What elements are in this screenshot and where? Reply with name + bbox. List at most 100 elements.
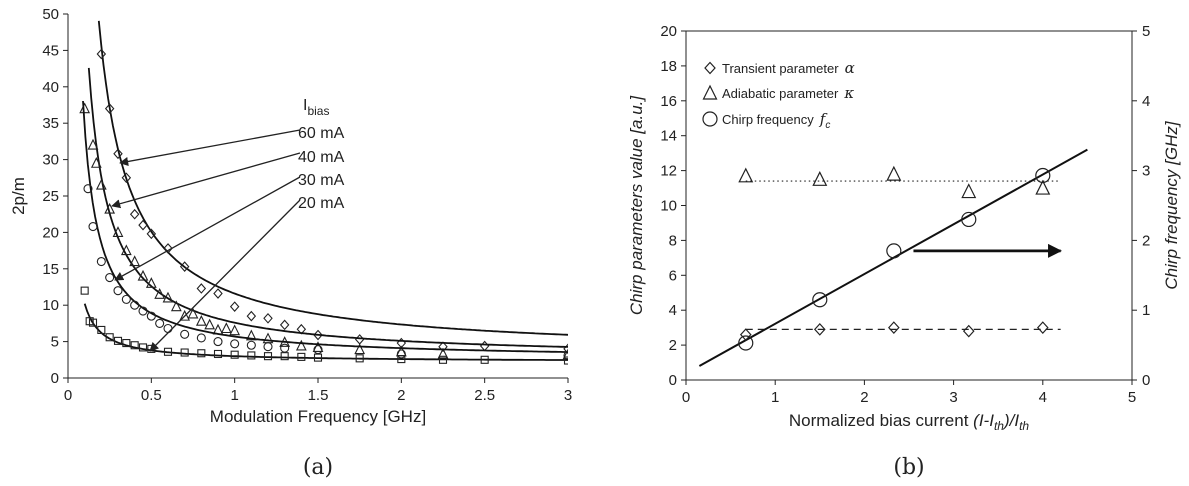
caption-a: (a): [303, 455, 333, 480]
legend-symbol-sub: c: [825, 120, 830, 131]
data-point-a: [563, 356, 568, 365]
y-tick-label-b: 10: [660, 198, 677, 215]
y-tick-label-a: 10: [42, 297, 59, 314]
y-tick-label-b: 12: [660, 163, 677, 180]
bias-arrow: [119, 129, 301, 166]
legend-symbol: κ: [843, 84, 854, 102]
data-point-a: [295, 339, 307, 351]
legend-label: Chirp frequency: [722, 112, 814, 127]
data-point-a: [137, 269, 149, 281]
x-tick-label-b: 0: [682, 389, 690, 406]
fit-curve-a: [87, 67, 568, 348]
y-tick-label-b: 20: [660, 23, 677, 40]
legend-entry: Transient parameter α: [722, 59, 855, 77]
data-point-a: [112, 226, 124, 237]
y-tick-label-b: 8: [669, 232, 677, 249]
data-point-a: [162, 291, 174, 303]
data-point-a: [437, 347, 449, 359]
data-point-a: [146, 311, 156, 321]
data-point-a: [562, 348, 568, 360]
x-axis-label-main: Normalized bias current: [789, 411, 973, 430]
data-point-a: [104, 103, 115, 114]
y2-tick-label-b: 5: [1142, 23, 1150, 40]
data-point-a: [230, 339, 240, 349]
data-point-triangle: [738, 167, 754, 183]
data-point-a: [229, 301, 240, 312]
data-point-a: [263, 342, 273, 352]
x-tick-label-a: 3: [564, 387, 572, 404]
caption-b: (b): [893, 455, 924, 480]
data-point-a: [96, 48, 107, 60]
bias-arrow: [149, 199, 301, 352]
data-point-a: [313, 353, 323, 362]
data-point-a: [95, 178, 107, 190]
data-point-a: [179, 261, 190, 272]
data-point-a: [130, 300, 140, 310]
data-point-a: [83, 184, 93, 194]
data-point-a: [80, 286, 89, 295]
data-point-a: [213, 337, 223, 347]
data-point-a: [230, 350, 239, 359]
x-axis-label-sub: th: [994, 419, 1004, 433]
data-point-a: [247, 351, 256, 360]
data-point-a: [355, 354, 364, 363]
data-point-a: [121, 294, 131, 304]
data-point-a: [246, 340, 256, 350]
data-point-a: [280, 352, 289, 361]
legend-entry: Adiabatic parameter κ: [722, 84, 854, 102]
data-point-a: [170, 300, 182, 312]
y-tick-label-a: 25: [42, 188, 59, 205]
x-tick-label-b: 3: [949, 389, 957, 406]
data-point-a: [138, 219, 148, 231]
data-point-a: [105, 272, 115, 283]
x-axis-label-a: Modulation Frequency [GHz]: [210, 407, 426, 426]
x-tick-label-a: 0.5: [141, 387, 162, 404]
data-point-circle: [812, 292, 828, 308]
legend-marker: [704, 61, 716, 75]
legend-marker: [702, 111, 718, 127]
data-point-a: [105, 333, 114, 342]
data-point-a: [113, 336, 123, 345]
data-point-a: [180, 348, 189, 357]
data-point-a: [354, 343, 366, 355]
x-tick-label-a: 1: [230, 387, 238, 404]
y-tick-label-a: 0: [51, 370, 59, 387]
x-axis-label-formula: (I-I: [973, 411, 994, 430]
data-point-triangle: [1035, 179, 1051, 195]
data-point-a: [195, 314, 207, 326]
data-point-a: [213, 349, 223, 359]
plot-frame-b: [685, 30, 1133, 381]
fit-curve-a: [83, 303, 568, 361]
x-axis-label-mid: )/I: [1002, 411, 1019, 430]
data-point-circle: [1035, 167, 1051, 184]
legend-symbol: f: [819, 110, 828, 128]
y2-tick-label-b: 0: [1142, 372, 1150, 389]
data-point-a: [229, 324, 241, 336]
data-point-a: [154, 288, 166, 299]
x-tick-label-a: 2.5: [474, 387, 495, 404]
data-point-a: [246, 310, 257, 322]
data-point-a: [480, 355, 489, 364]
data-point-a: [438, 341, 448, 353]
y-tick-label-b: 2: [669, 337, 677, 354]
y-tick-label-b: 6: [669, 267, 677, 284]
data-point-a: [196, 283, 207, 294]
data-point-a: [146, 228, 157, 240]
y-tick-label-a: 45: [42, 42, 59, 59]
bias-arrow: [111, 152, 301, 209]
data-point-a: [245, 329, 257, 341]
annotation-sub: bias: [307, 104, 329, 118]
data-point-diamond: [888, 321, 900, 335]
data-point-circle: [886, 243, 902, 259]
bias-label: 20 mA: [298, 195, 345, 212]
data-point-a: [196, 333, 206, 343]
bias-label: 30 mA: [298, 172, 345, 189]
y-tick-label-b: 4: [669, 302, 677, 319]
y-tick-label-a: 35: [42, 115, 59, 132]
y2-tick-label-b: 1: [1142, 302, 1150, 319]
data-point-a: [397, 355, 406, 364]
data-point-a: [220, 322, 232, 334]
bias-label: 60 mA: [298, 125, 345, 142]
fit-curve-a: [97, 20, 568, 336]
